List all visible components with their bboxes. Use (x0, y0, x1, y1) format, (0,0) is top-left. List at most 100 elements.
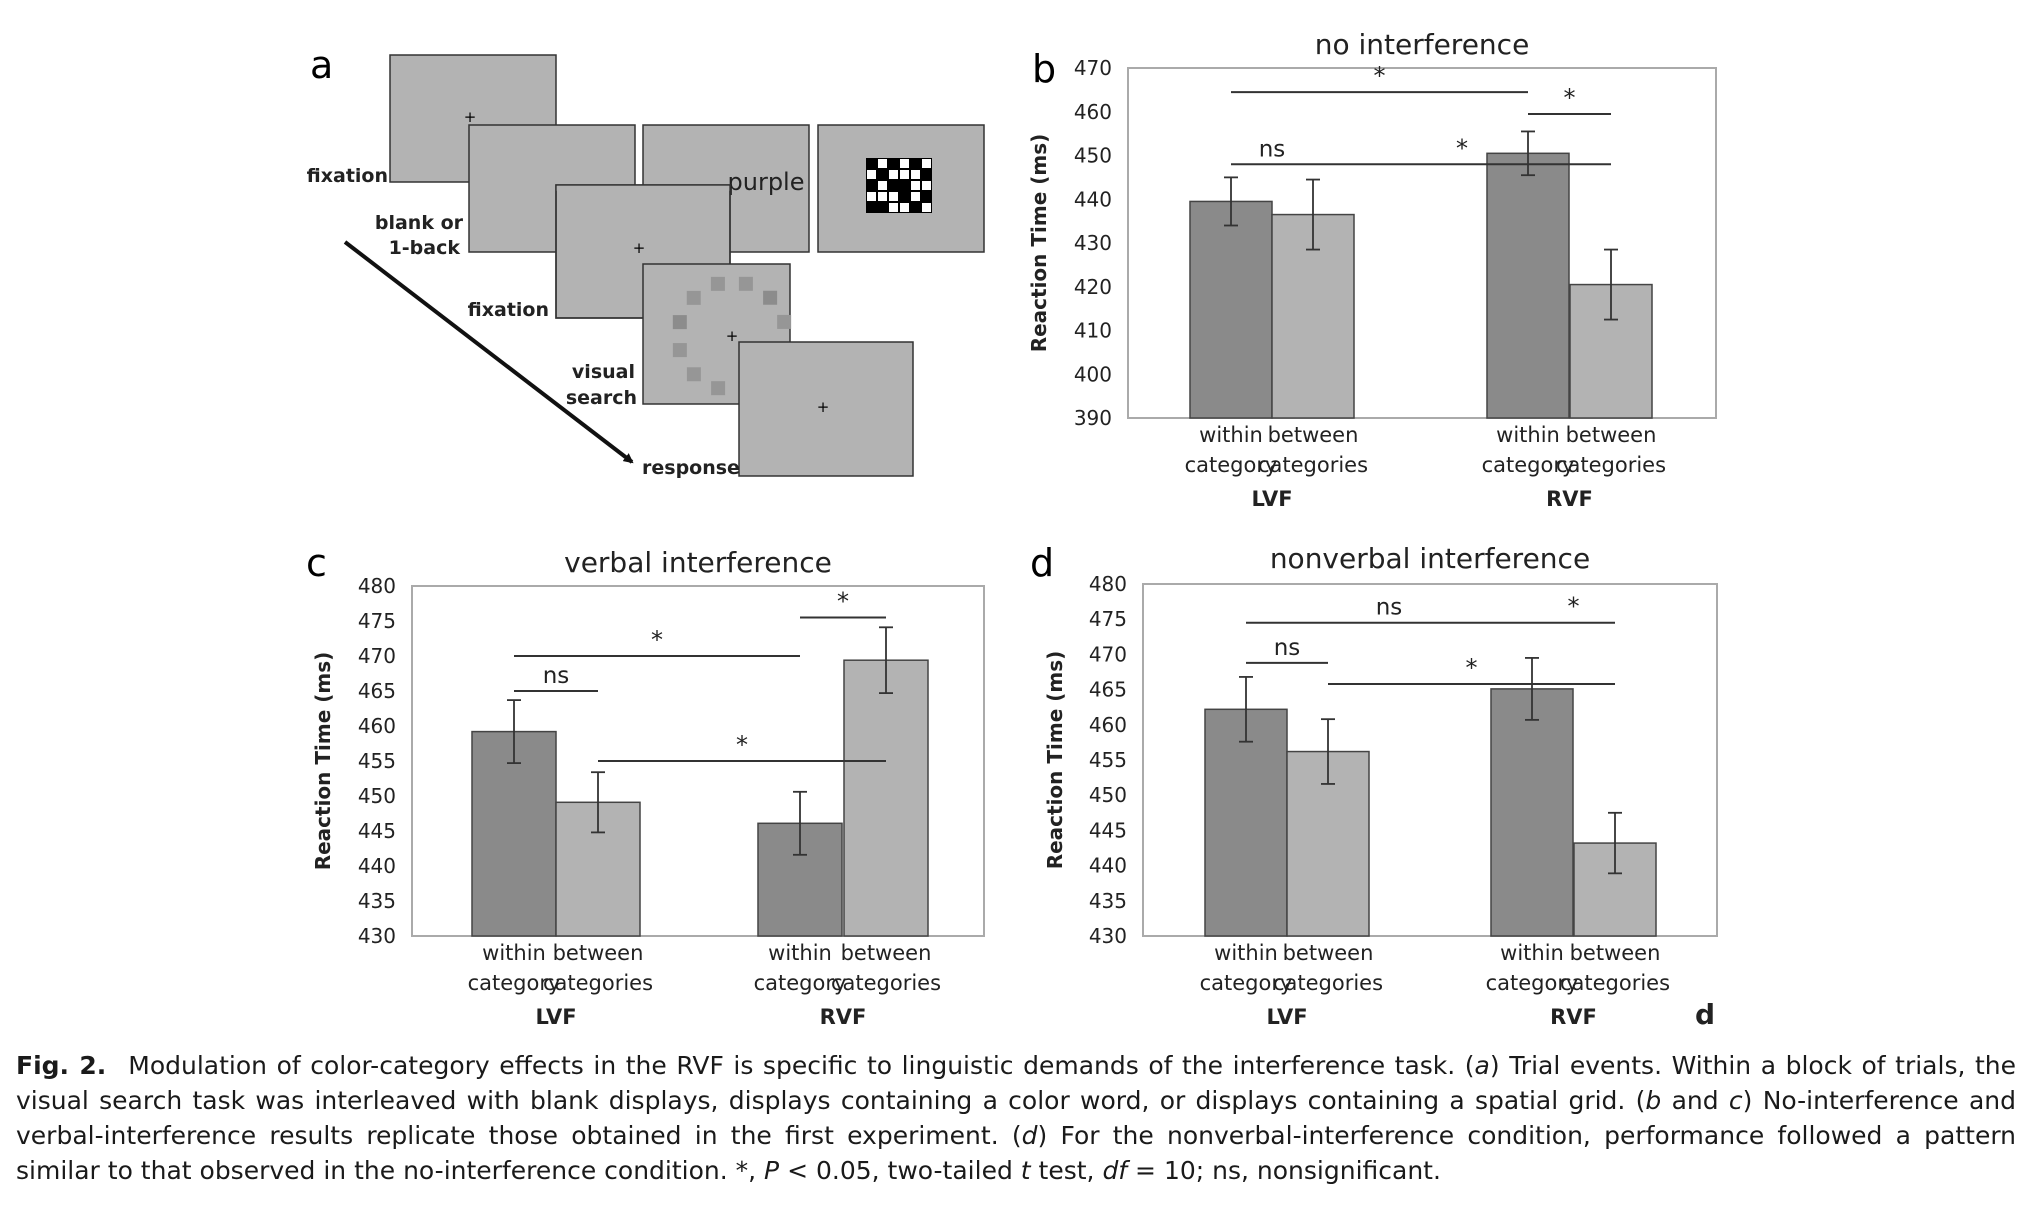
y-tick-label: 440 (1089, 854, 1127, 878)
y-axis-label: Reaction Time (ms) (311, 652, 335, 871)
caption-italic: b (1645, 1086, 1662, 1115)
y-tick-label: 455 (1089, 748, 1127, 772)
group-label-rvf: RVF (1546, 487, 1593, 511)
caption-text: Modulation of color-category effects in … (16, 1051, 2016, 1185)
significance-label: * (651, 626, 663, 654)
spatial-grid-pattern (866, 158, 932, 213)
grid-cell-white (911, 181, 920, 190)
y-tick-label: 445 (358, 819, 396, 843)
caption-italic: t (1020, 1156, 1031, 1185)
category-label: within (1500, 941, 1564, 965)
grid-cell-white (889, 203, 898, 212)
y-tick-label: 400 (1074, 362, 1112, 386)
caption-italic: df (1102, 1156, 1128, 1185)
grid-cell-white (900, 170, 909, 179)
chart-title: nonverbal interference (1270, 542, 1590, 575)
y-tick-label: 435 (1089, 889, 1127, 913)
panel-letter-b: b (1032, 47, 1056, 91)
bar-lvf-within (471, 730, 557, 937)
caption-run: Modulation of color-category effects in … (128, 1051, 1475, 1080)
y-tick-label: 450 (1089, 783, 1127, 807)
chart-panel-d: d nonverbal interference Reaction Time (ms… (1030, 541, 1718, 1031)
significance-label: * (1466, 654, 1478, 682)
caption-run: = 10; ns, nonsignificant. (1127, 1156, 1441, 1185)
grid-cell-white (900, 203, 909, 212)
grid-cell-white (911, 192, 920, 201)
screen-fixation-2-top (556, 185, 730, 191)
bar-lvf-within (1204, 708, 1288, 937)
grid-cell-white (889, 170, 898, 179)
label-visual-line1: visual (572, 361, 635, 383)
y-tick-label: 460 (1074, 100, 1112, 124)
significance-label: * (1568, 593, 1580, 621)
category-label: categories (831, 971, 941, 995)
label-response: response (642, 457, 740, 479)
y-tick-label: 455 (358, 749, 396, 773)
bar-rvf-within (1486, 152, 1570, 419)
y-axis-label: Reaction Time (ms) (1043, 651, 1067, 870)
chart-panel-c: c verbal interference Reaction Time (ms) 43… (306, 541, 985, 1029)
caption-italic: a (1474, 1051, 1490, 1080)
label-visual-line2: search (566, 387, 637, 409)
y-tick-label: 465 (1089, 678, 1127, 702)
fixation-cross-4: + (817, 398, 830, 416)
y-tick-label: 410 (1074, 319, 1112, 343)
grid-cell-white (878, 181, 887, 190)
search-item (763, 290, 778, 305)
significance-label: * (1456, 134, 1468, 162)
plot-area (1127, 67, 1717, 419)
panel-letter-d: d (1030, 541, 1054, 585)
y-tick-label: 435 (358, 889, 396, 913)
fixation-cross-3: + (726, 327, 739, 345)
corner-letter: d (1695, 998, 1715, 1031)
category-label: between (553, 941, 644, 965)
caption-italic: c (1728, 1086, 1743, 1115)
category-label: category (754, 971, 847, 995)
search-item (686, 367, 701, 382)
grid-cell-white (867, 192, 876, 201)
screen-response (738, 341, 914, 477)
significance-label: * (1374, 62, 1386, 90)
group-label-lvf: LVF (535, 1005, 576, 1029)
category-label: categories (1556, 453, 1666, 477)
bar-rvf-between (843, 659, 929, 937)
category-label: categories (1560, 971, 1670, 995)
search-item (686, 290, 701, 305)
category-label: categories (543, 971, 653, 995)
bar-lvf-within (1189, 200, 1273, 419)
significance-label: * (736, 731, 748, 759)
fixation-cross-1: + (464, 108, 477, 126)
category-label: categories (1273, 971, 1383, 995)
chart-title: no interference (1315, 28, 1530, 61)
caption-run: test, (1030, 1156, 1103, 1185)
label-blank-line1: blank or (375, 212, 464, 234)
group-label-rvf: RVF (1550, 1005, 1597, 1029)
significance-label: * (1564, 84, 1576, 112)
category-label: category (468, 971, 561, 995)
y-tick-label: 420 (1074, 275, 1112, 299)
group-label-rvf: RVF (820, 1005, 867, 1029)
category-label: between (1283, 941, 1374, 965)
caption-run: < 0.05, two-tailed (779, 1156, 1021, 1185)
category-label: category (1200, 971, 1293, 995)
y-tick-label: 440 (1074, 187, 1112, 211)
y-tick-label: 475 (358, 609, 396, 633)
bar-rvf-within (1490, 688, 1574, 937)
y-tick-label: 460 (1089, 713, 1127, 737)
significance-label: * (837, 588, 849, 616)
grid-cell-white (922, 159, 931, 168)
panel-letter-a: a (310, 43, 333, 87)
search-item (777, 314, 792, 329)
category-label: between (1570, 941, 1661, 965)
y-tick-label: 445 (1089, 818, 1127, 842)
category-label: within (1199, 423, 1263, 447)
plot-area (411, 585, 985, 937)
y-tick-label: 390 (1074, 406, 1112, 430)
y-tick-label: 430 (1074, 231, 1112, 255)
color-word-text: purple (728, 168, 805, 196)
caption-run: and (1661, 1086, 1729, 1115)
significance-label: ns (1376, 595, 1403, 621)
grid-background (866, 158, 932, 213)
search-item (672, 315, 687, 330)
label-fixation-1: fixation (307, 165, 388, 187)
